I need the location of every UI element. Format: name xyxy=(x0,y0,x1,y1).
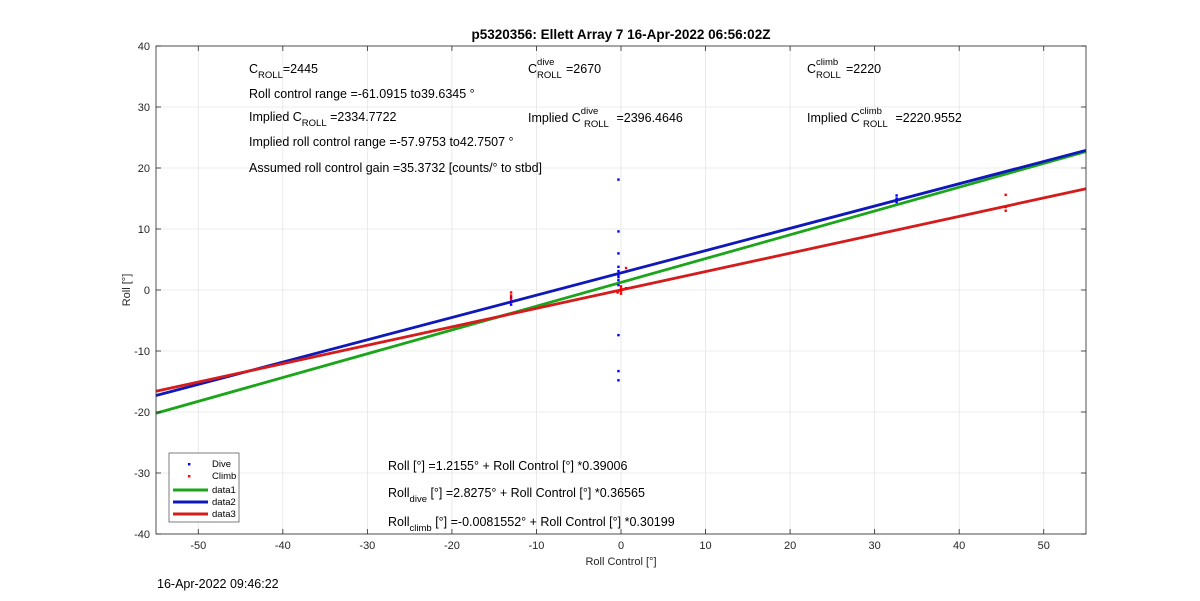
legend-marker-climb xyxy=(188,475,191,478)
y-tick-label: -30 xyxy=(134,468,150,480)
data-point-climb xyxy=(509,294,513,297)
annotation-implied-range: Implied roll control range =-57.9753 to4… xyxy=(249,135,514,149)
data-point-dive xyxy=(509,300,513,303)
axis-ticks: -50 -40 -30 -20 -10 0 10 20 30 40 50 -40 -30 -20 -10 0 1… xyxy=(134,41,1086,552)
data-point-dive xyxy=(617,379,620,382)
annotation-c-roll: CROLL=2445 xyxy=(249,62,318,81)
data-point-dive xyxy=(617,230,620,233)
legend-box xyxy=(168,452,240,523)
x-tick-label: -30 xyxy=(359,540,375,552)
data-point-climb xyxy=(619,287,623,290)
annotation-fit-all: Roll [°] =1.2155° + Roll Control [°] *0.… xyxy=(388,459,628,473)
series-line-data1 xyxy=(155,150,1087,415)
x-tick-label: -20 xyxy=(444,540,460,552)
data-point-climb xyxy=(1004,209,1007,212)
x-tick-label: 30 xyxy=(869,540,881,552)
legend-label-data3: data3 xyxy=(212,509,236,520)
data-point-dive xyxy=(617,275,620,279)
annotation-implied-c-roll: Implied CROLL =2334.7722 xyxy=(249,110,397,129)
data-point-climb xyxy=(619,292,623,295)
footer-timestamp: 16-Apr-2022 09:46:22 xyxy=(157,577,279,591)
x-tick-label: 50 xyxy=(1038,540,1050,552)
y-tick-label: -40 xyxy=(134,529,150,541)
data-point-dive xyxy=(617,178,620,181)
data-point-climb xyxy=(509,291,513,294)
legend-marker-dive xyxy=(188,463,191,466)
y-tick-label: -20 xyxy=(134,407,150,419)
data-point-dive xyxy=(617,279,620,282)
annotation-c-roll-climb: Cclimb ROLL =2220 xyxy=(807,57,881,81)
data-point-climb xyxy=(619,290,623,293)
data-point-climb xyxy=(1004,193,1007,197)
data-point-dive xyxy=(509,303,513,306)
data-point-dive xyxy=(617,369,620,373)
x-tick-label: -10 xyxy=(529,540,545,552)
data-point-climb xyxy=(509,297,513,301)
chart-series xyxy=(155,148,1087,415)
x-tick-label: 40 xyxy=(953,540,965,552)
data-point-climb xyxy=(619,285,623,288)
data-point-dive xyxy=(895,194,898,197)
legend-label-climb: Climb xyxy=(212,471,236,482)
data-point-dive xyxy=(895,197,898,200)
x-tick-label: -40 xyxy=(275,540,291,552)
legend-label-data1: data1 xyxy=(212,485,236,496)
y-tick-label: 30 xyxy=(138,102,150,114)
data-point-dive xyxy=(617,252,620,255)
legend-label-dive: Dive xyxy=(212,459,231,470)
data-point-dive xyxy=(617,273,620,276)
y-axis-label: Roll [°] xyxy=(121,274,133,307)
data-point-dive xyxy=(895,200,898,204)
data-point-climb xyxy=(624,286,628,290)
y-tick-label: -10 xyxy=(134,346,150,358)
legend: Dive Climb data1 data2 data3 xyxy=(168,452,240,523)
x-tick-label: 10 xyxy=(699,540,711,552)
annotation-fit-climb: Rollclimb [°] =-0.0081552° + Roll Contro… xyxy=(388,515,675,534)
y-tick-label: 10 xyxy=(138,224,150,236)
annotation-implied-c-roll-climb: Implied Cclimb ROLL =2220.9552 xyxy=(807,106,962,130)
annotation-c-roll-dive: Cdive ROLL =2670 xyxy=(528,57,601,81)
annotation-gain: Assumed roll control gain =35.3732 [coun… xyxy=(249,161,542,175)
x-tick-label: -50 xyxy=(190,540,206,552)
legend-label-data2: data2 xyxy=(212,497,236,508)
y-tick-label: 40 xyxy=(138,41,150,53)
annotation-implied-c-roll-dive: Implied Cdive ROLL =2396.4646 xyxy=(528,106,683,130)
x-tick-label: 20 xyxy=(784,540,796,552)
series-line-data2 xyxy=(155,148,1087,397)
data-point-dive xyxy=(509,296,513,299)
data-point-dive xyxy=(617,269,620,273)
annotation-fit-dive: Rolldive [°] =2.8275° + Roll Control [°]… xyxy=(388,486,645,505)
series-line-data3 xyxy=(155,187,1087,393)
data-point-dive xyxy=(617,333,620,337)
y-tick-label: 0 xyxy=(144,285,150,297)
data-point-climb xyxy=(624,266,628,270)
data-point-climb xyxy=(616,291,619,294)
annotation-roll-range: Roll control range =-61.0915 to39.6345 ° xyxy=(249,87,475,101)
x-tick-label: 0 xyxy=(618,540,624,552)
y-tick-label: 20 xyxy=(138,163,150,175)
x-axis-label: Roll Control [°] xyxy=(585,556,656,568)
data-point-climb xyxy=(1004,205,1007,209)
data-point-dive xyxy=(617,265,620,269)
data-point-dive xyxy=(617,283,620,287)
chart-title: p5320356: Ellett Array 7 16-Apr-2022 06:… xyxy=(472,27,771,42)
